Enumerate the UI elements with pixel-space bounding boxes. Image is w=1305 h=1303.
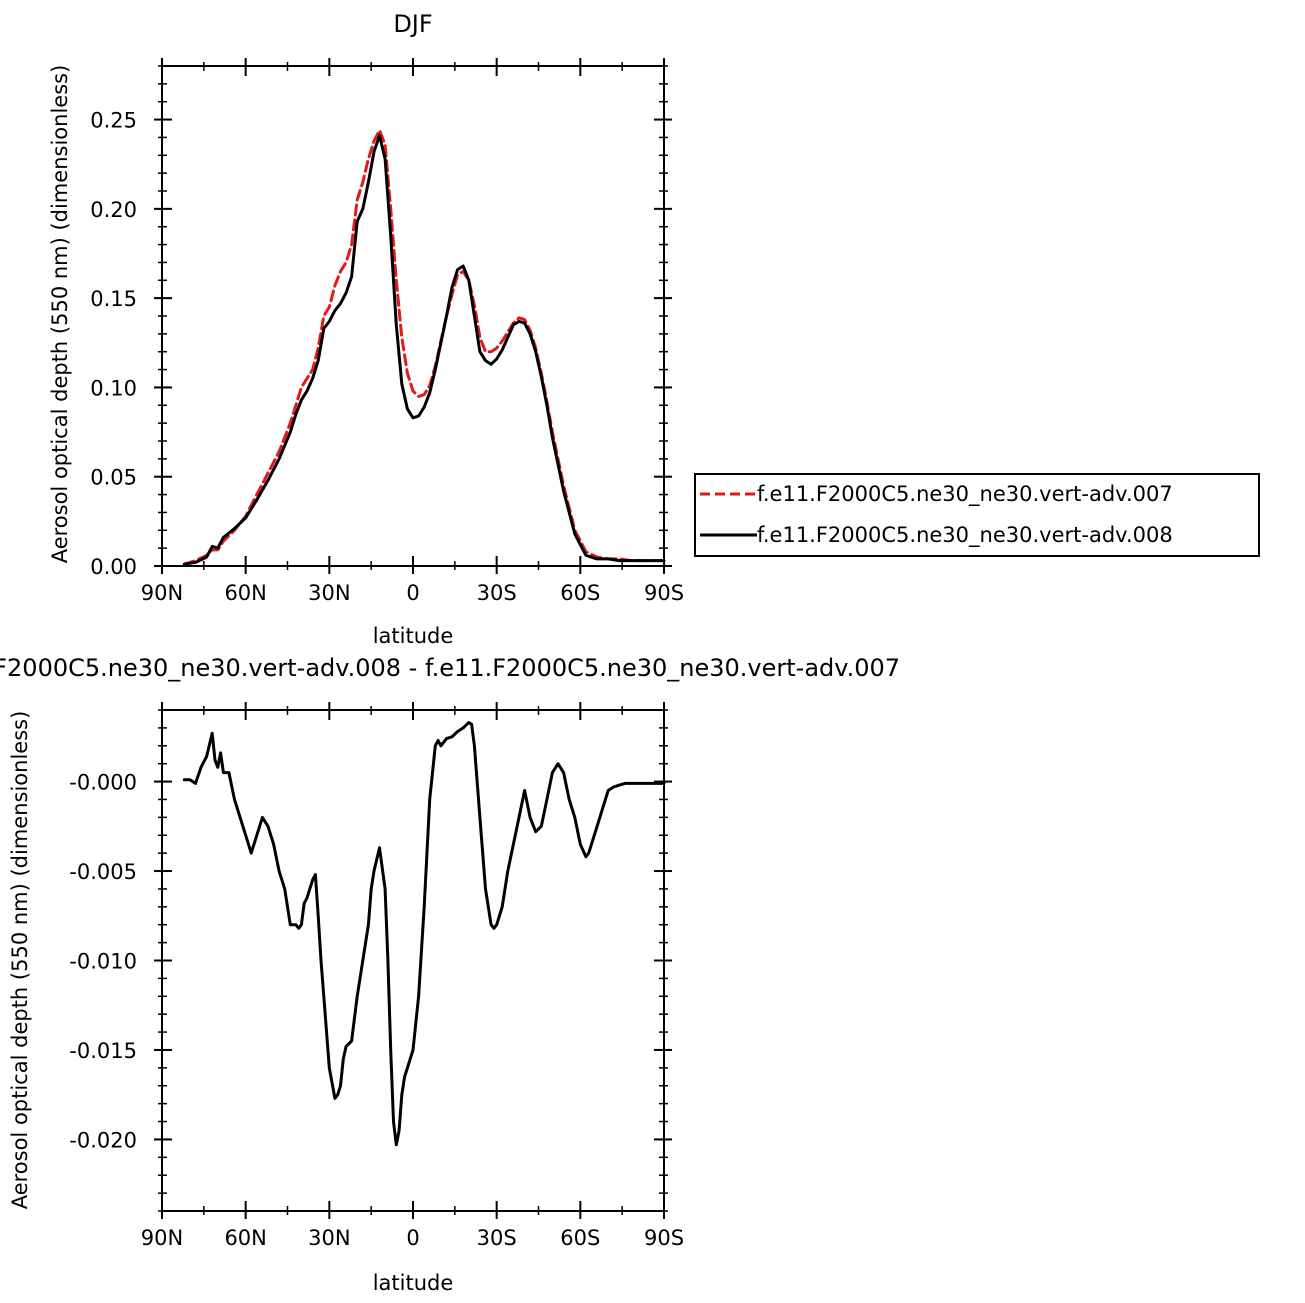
top-plot-y-tick-label: 0.15: [90, 287, 137, 311]
top-plot-y-tick-label: 0.25: [90, 109, 137, 133]
bottom-plot-y-axis-title: Aerosol optical depth (550 nm) (dimensio…: [8, 711, 32, 1210]
bottom-plot-series-line-1: [182, 721, 666, 1147]
top-plot-title: DJF: [393, 10, 432, 38]
top-plot-series-line-2: [182, 134, 666, 566]
bottom-plot-title: f.e11.F2000C5.ne30_ne30.vert-adv.008 - f…: [0, 654, 900, 682]
top-plot-series-group: [182, 128, 666, 566]
legend-label-series-008: f.e11.F2000C5.ne30_ne30.vert-adv.008: [757, 523, 1173, 548]
top-plot-y-tick-label: 0.20: [90, 198, 137, 222]
top-plot-x-tick-label: 60S: [560, 581, 600, 605]
bottom-plot-x-tick-label: 90N: [141, 1226, 183, 1250]
bottom-plot-series-group: [182, 721, 666, 1147]
bottom-plot-x-tick-label: 0: [406, 1226, 419, 1250]
bottom-plot-y-tick-label: -0.005: [69, 860, 137, 884]
top-plot-x-tick-label: 90S: [644, 581, 684, 605]
top-plot-y-tick-label: 0.00: [90, 555, 137, 579]
bottom-plot-y-tick-label: -0.015: [69, 1039, 137, 1063]
top-plot-x-tick-label: 90N: [141, 581, 183, 605]
legend-label-series-007: f.e11.F2000C5.ne30_ne30.vert-adv.007: [757, 482, 1173, 507]
top-plot-y-tick-label: 0.05: [90, 466, 137, 490]
bottom-plot-x-tick-label: 60S: [560, 1226, 600, 1250]
bottom-plot-x-tick-label: 90S: [644, 1226, 684, 1250]
bottom-plot-frame: [161, 709, 665, 1212]
top-plot-y-axis-title: Aerosol optical depth (550 nm) (dimensio…: [48, 65, 72, 564]
top-plot-axes: 90N 60N 30N 0 30S 60S 90S 0.00 0.05 0.10 0.15 0.20 0…: [90, 58, 684, 605]
top-plot-panel: DJF 90N 60N 30N 0 30S 60S 90S 0.00 0.05 0.10 0.15 0…: [48, 10, 684, 648]
top-plot-y-tick-label: 0.10: [90, 376, 137, 400]
top-plot-x-axis-title: latitude: [373, 624, 454, 648]
bottom-plot-axes: 90N 60N 30N 0 30S 60S 90S -0.000 -0.005 -0.010 -0.…: [69, 702, 684, 1250]
bottom-plot-x-tick-label: 60N: [224, 1226, 266, 1250]
top-plot-frame: [161, 65, 665, 567]
bottom-plot-y-tick-label: -0.010: [69, 950, 137, 974]
top-plot-x-tick-label: 30S: [477, 581, 517, 605]
bottom-plot-x-axis-title: latitude: [373, 1271, 454, 1295]
legend: f.e11.F2000C5.ne30_ne30.vert-adv.007 f.e…: [694, 473, 1260, 557]
bottom-plot-x-tick-label: 30N: [308, 1226, 350, 1250]
top-plot-x-tick-label: 60N: [224, 581, 266, 605]
legend-box: [694, 473, 1260, 557]
bottom-plot-y-tick-label: -0.020: [69, 1128, 137, 1152]
top-plot-x-tick-label: 30N: [308, 581, 350, 605]
bottom-plot-x-tick-label: 30S: [477, 1226, 517, 1250]
bottom-plot-y-tick-label: -0.000: [69, 771, 137, 795]
bottom-plot-panel: f.e11.F2000C5.ne30_ne30.vert-adv.008 - f…: [0, 654, 900, 1295]
top-plot-x-tick-label: 0: [406, 581, 419, 605]
